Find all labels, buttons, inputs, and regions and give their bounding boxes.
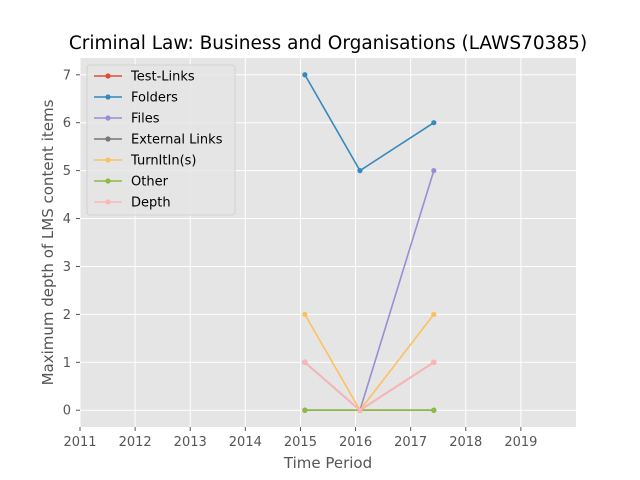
y-tick-label: 4: [63, 212, 71, 227]
y-tick-label: 7: [63, 68, 71, 83]
y-tick-label: 1: [63, 356, 71, 371]
legend-item: Depth: [94, 196, 171, 211]
legend-label: Depth: [131, 196, 171, 211]
y-axis-label: Maximum depth of LMS content items: [39, 99, 57, 385]
y-tick-label: 5: [63, 164, 71, 179]
data-point: [431, 407, 437, 413]
legend-swatch-marker: [105, 73, 111, 79]
series-lines: [302, 72, 437, 413]
x-tick-label: 2017: [394, 435, 427, 450]
y-tick-label: 6: [63, 116, 71, 131]
data-point: [302, 359, 308, 365]
legend-label: TurnItIn(s): [130, 154, 196, 169]
legend-swatch-marker: [105, 136, 111, 142]
legend-label: Other: [131, 175, 169, 190]
legend: Test-Links Folders Files External Links Turn…: [86, 64, 236, 216]
data-point: [302, 72, 308, 78]
x-axis-ticks: 2011 2012 2013 2014 2015 2016 2017 2018 2019: [63, 427, 537, 450]
legend-item: Files: [94, 112, 160, 127]
x-tick-label: 2011: [63, 435, 96, 450]
x-tick-label: 2016: [339, 435, 372, 450]
x-tick-label: 2012: [119, 435, 152, 450]
data-point: [357, 407, 363, 413]
data-point: [431, 120, 437, 126]
data-point: [357, 168, 363, 174]
x-tick-label: 2019: [504, 435, 537, 450]
chart-title: Criminal Law: Business and Organisations…: [69, 33, 587, 54]
y-axis-ticks: 0 1 2 3 4 5 6 7: [63, 68, 80, 419]
legend-item: Folders: [94, 91, 178, 106]
legend-item: Test-Links: [94, 70, 195, 85]
data-point: [302, 407, 308, 413]
legend-item: TurnItIn(s): [94, 154, 196, 169]
x-tick-label: 2015: [284, 435, 317, 450]
data-point: [302, 311, 308, 317]
legend-label: Test-Links: [130, 70, 195, 85]
legend-swatch-marker: [105, 178, 111, 184]
x-tick-label: 2018: [449, 435, 482, 450]
series-folders: [302, 72, 437, 174]
legend-swatch-marker: [105, 199, 111, 205]
legend-item: Other: [94, 175, 169, 190]
x-tick-label: 2014: [229, 435, 262, 450]
x-axis-label: Time Period: [283, 454, 372, 472]
data-point: [431, 311, 437, 317]
y-tick-label: 0: [63, 404, 71, 419]
legend-swatch-marker: [105, 94, 111, 100]
series-depth: [302, 359, 437, 413]
legend-item: External Links: [94, 133, 223, 148]
data-point: [431, 168, 437, 174]
y-tick-label: 2: [63, 308, 71, 323]
legend-swatch-marker: [105, 115, 111, 121]
legend-swatch-marker: [105, 157, 111, 163]
y-tick-label: 3: [63, 260, 71, 275]
legend-box: [86, 64, 236, 216]
x-tick-label: 2013: [174, 435, 207, 450]
data-point: [431, 359, 437, 365]
legend-label: Folders: [131, 91, 178, 106]
legend-label: Files: [131, 112, 160, 127]
legend-label: External Links: [131, 133, 223, 148]
